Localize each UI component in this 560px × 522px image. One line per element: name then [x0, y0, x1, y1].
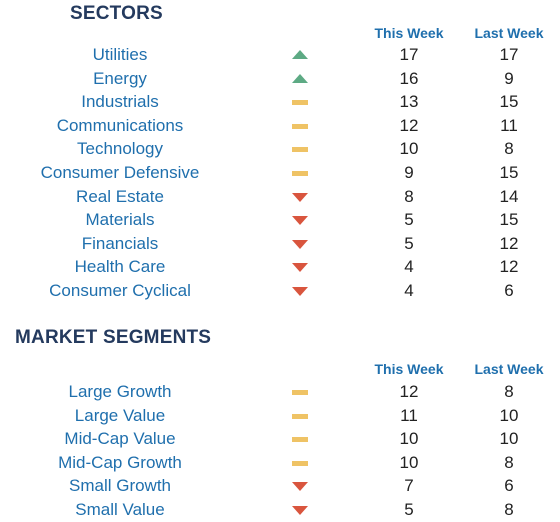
row-label: Energy — [93, 68, 147, 88]
row-label: Communications — [56, 115, 184, 135]
table-row: Industrials 13 15 — [0, 90, 560, 114]
last-week-value: 8 — [504, 452, 514, 472]
last-week-value: 6 — [504, 476, 514, 495]
row-label: Technology — [76, 139, 163, 159]
row-label: Mid-Cap Growth — [58, 452, 182, 472]
last-week-value: 8 — [504, 382, 514, 401]
this-week-value: 16 — [399, 68, 419, 88]
trend-down-icon — [291, 504, 309, 516]
trend-flat-icon — [291, 120, 309, 132]
trend-up-icon — [291, 49, 309, 61]
sectors-col-last-week: Last Week — [474, 25, 544, 41]
segments-title: MARKET SEGMENTS — [15, 327, 212, 348]
trend-flat-icon — [291, 96, 309, 108]
last-week-value: 17 — [499, 45, 519, 64]
this-week-value: 5 — [404, 233, 414, 253]
row-label: Consumer Defensive — [40, 163, 200, 182]
table-row: Utilities 17 17 — [0, 43, 560, 67]
this-week-value: 5 — [404, 210, 414, 230]
this-week-value: 5 — [404, 499, 414, 519]
trend-down-icon — [291, 238, 309, 250]
last-week-value: 11 — [500, 115, 518, 135]
this-week-value: 12 — [399, 115, 419, 135]
last-week-value: 6 — [504, 281, 514, 300]
table-row: Real Estate 8 14 — [0, 185, 560, 209]
last-week-value: 10 — [499, 429, 519, 448]
last-week-value: 15 — [499, 92, 519, 112]
table-row: Consumer Defensive 9 15 — [0, 161, 560, 185]
this-week-value: 10 — [399, 452, 419, 472]
last-week-value: 8 — [504, 499, 514, 519]
row-label: Materials — [85, 210, 155, 230]
row-label: Small Value — [75, 499, 165, 519]
this-week-value: 11 — [400, 405, 418, 425]
table-row: Consumer Cyclical 4 6 — [0, 279, 560, 303]
row-label: Real Estate — [76, 186, 164, 206]
row-label: Small Growth — [68, 476, 172, 495]
trend-flat-icon — [291, 457, 309, 469]
this-week-value: 9 — [404, 163, 414, 182]
this-week-value: 4 — [404, 281, 414, 300]
this-week-value: 13 — [399, 92, 419, 112]
trend-flat-icon — [291, 410, 309, 422]
trend-up-icon — [291, 73, 309, 85]
this-week-value: 8 — [404, 186, 414, 206]
trend-flat-icon — [291, 167, 309, 179]
this-week-value: 17 — [399, 45, 419, 64]
table-row: Small Value 5 8 — [0, 498, 560, 522]
table-row: Mid-Cap Growth 10 8 — [0, 451, 560, 475]
table-row: Materials 5 15 — [0, 208, 560, 232]
row-label: Financials — [81, 233, 159, 253]
last-week-value: 15 — [499, 163, 519, 182]
this-week-value: 12 — [399, 382, 419, 401]
trend-down-icon — [291, 480, 309, 492]
table-row: Technology 10 8 — [0, 137, 560, 161]
table-row: Mid-Cap Value 10 10 — [0, 427, 560, 451]
last-week-value: 15 — [499, 210, 519, 230]
row-label: Consumer Cyclical — [49, 281, 191, 300]
last-week-value: 12 — [499, 233, 519, 253]
table-row: Energy 16 9 — [0, 67, 560, 91]
sectors-title: SECTORS — [70, 3, 163, 24]
sectors-col-this-week: This Week — [374, 25, 444, 41]
table-row: Large Growth 12 8 — [0, 380, 560, 404]
last-week-value: 12 — [499, 257, 519, 277]
last-week-value: 9 — [504, 68, 514, 88]
segments-col-last-week: Last Week — [474, 361, 544, 377]
trend-flat-icon — [291, 386, 309, 398]
trend-flat-icon — [291, 433, 309, 445]
table-row: Health Care 4 12 — [0, 255, 560, 279]
last-week-value: 14 — [499, 186, 519, 206]
trend-flat-icon — [291, 143, 309, 155]
row-label: Large Value — [74, 405, 166, 425]
last-week-value: 10 — [499, 405, 519, 425]
row-label: Industrials — [81, 92, 159, 112]
table-row: Small Growth 7 6 — [0, 474, 560, 498]
row-label: Large Growth — [68, 382, 172, 401]
table-row: Large Value 11 10 — [0, 404, 560, 428]
segments-col-this-week: This Week — [374, 361, 444, 377]
trend-down-icon — [291, 285, 309, 297]
last-week-value: 8 — [504, 139, 514, 159]
this-week-value: 10 — [399, 139, 419, 159]
table-row: Communications 12 11 — [0, 114, 560, 138]
trend-down-icon — [291, 191, 309, 203]
table-row: Financials 5 12 — [0, 232, 560, 256]
row-label: Mid-Cap Value — [64, 429, 176, 448]
this-week-value: 4 — [404, 257, 414, 277]
this-week-value: 10 — [399, 429, 419, 448]
trend-down-icon — [291, 214, 309, 226]
trend-down-icon — [291, 261, 309, 273]
row-label: Utilities — [92, 45, 148, 64]
row-label: Health Care — [74, 257, 166, 277]
this-week-value: 7 — [404, 476, 414, 495]
